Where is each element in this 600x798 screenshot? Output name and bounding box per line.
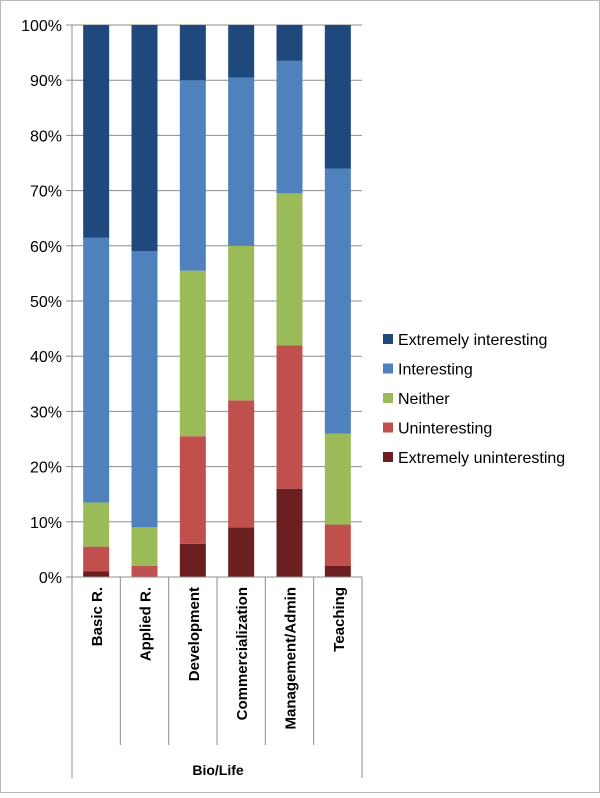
bar-segment	[83, 25, 110, 238]
bar-segment	[179, 270, 206, 437]
bar-segment	[83, 502, 110, 547]
bar-segment	[131, 565, 158, 577]
bar-segment	[179, 25, 206, 81]
y-tick-label: 90%	[30, 73, 62, 90]
y-tick-labels: 0% 10% 20% 30% 40% 50% 60% 70% 80% 90% 100%	[21, 18, 62, 587]
bar-segment	[83, 546, 110, 572]
bar-segment	[276, 488, 303, 577]
x-tick-label: Development	[186, 587, 203, 681]
y-tick-label: 30%	[30, 404, 62, 421]
legend-label: Neither	[398, 391, 450, 408]
y-tick-label: 80%	[30, 128, 62, 145]
y-tick-label: 0%	[39, 570, 62, 587]
bar-segment	[324, 25, 351, 169]
y-tick-label: 10%	[30, 515, 62, 532]
bar-segment	[276, 345, 303, 489]
y-tick-label: 100%	[21, 18, 62, 35]
axes	[71, 25, 363, 778]
legend-label: Extremely interesting	[398, 332, 547, 349]
y-tick-label: 60%	[30, 239, 62, 256]
bar-segment	[228, 77, 255, 246]
legend: Extremely interesting Interesting Neither U…	[383, 332, 565, 467]
legend-label: Uninteresting	[398, 421, 492, 438]
bar-segment	[228, 400, 255, 528]
bar-segment	[131, 527, 158, 566]
bar-segment	[324, 524, 351, 566]
legend-swatch	[383, 393, 393, 403]
bar-segment	[324, 433, 351, 525]
legend-label: Interesting	[398, 362, 473, 379]
bar-segment	[179, 543, 206, 577]
x-group-label: Bio/Life	[192, 762, 244, 778]
bar-segment	[228, 25, 255, 78]
bar-segment	[131, 251, 158, 528]
x-tick-label: Teaching	[331, 587, 348, 652]
y-tick-label: 50%	[30, 294, 62, 311]
bar-segment	[276, 25, 303, 61]
bar-segment	[131, 25, 158, 252]
legend-swatch	[383, 452, 393, 462]
bar-segment	[228, 527, 255, 577]
x-tick-label: Applied R.	[138, 587, 155, 661]
y-tick-label: 70%	[30, 184, 62, 201]
bar-segment	[179, 436, 206, 544]
legend-swatch	[383, 422, 393, 433]
bar-segment	[324, 168, 351, 434]
x-tick-label: Basic R.	[89, 587, 106, 646]
bar-segment	[276, 60, 303, 194]
bar-segment	[276, 193, 303, 346]
bar-segment	[228, 245, 255, 401]
bars	[83, 25, 351, 577]
x-tick-label: Management/Admin	[283, 587, 300, 730]
y-tick-label: 40%	[30, 349, 62, 366]
y-tick-label: 20%	[30, 460, 62, 477]
bar-segment	[83, 237, 110, 503]
bar-segment	[83, 571, 110, 577]
x-tick-labels: Basic R. Applied R. Development Commerciali…	[89, 587, 348, 730]
bar-segment	[324, 565, 351, 577]
bar-segment	[179, 80, 206, 271]
legend-label: Extremely uninteresting	[398, 450, 565, 467]
legend-swatch	[383, 334, 393, 344]
legend-swatch	[383, 363, 393, 374]
x-tick-label: Commercialization	[234, 587, 251, 720]
